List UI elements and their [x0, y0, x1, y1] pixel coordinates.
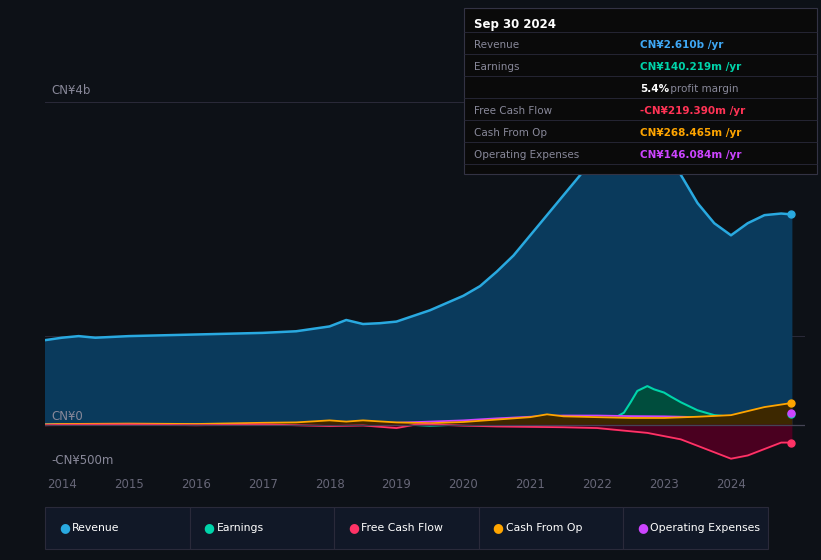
Text: Earnings: Earnings — [217, 522, 264, 533]
Text: Operating Expenses: Operating Expenses — [650, 522, 760, 533]
Text: CN¥4b: CN¥4b — [52, 85, 91, 97]
Text: Free Cash Flow: Free Cash Flow — [474, 106, 552, 116]
Text: CN¥140.219m /yr: CN¥140.219m /yr — [640, 62, 741, 72]
Text: ●: ● — [637, 521, 648, 534]
Text: Free Cash Flow: Free Cash Flow — [361, 522, 443, 533]
Text: Earnings: Earnings — [474, 62, 519, 72]
Text: Sep 30 2024: Sep 30 2024 — [474, 17, 556, 31]
Text: Cash From Op: Cash From Op — [474, 128, 547, 138]
Text: 5.4%: 5.4% — [640, 83, 669, 94]
Text: ●: ● — [493, 521, 503, 534]
Text: -CN¥219.390m /yr: -CN¥219.390m /yr — [640, 106, 745, 116]
Text: -CN¥500m: -CN¥500m — [52, 454, 114, 466]
Text: ●: ● — [204, 521, 214, 534]
Text: ●: ● — [59, 521, 70, 534]
Text: CN¥2.610b /yr: CN¥2.610b /yr — [640, 40, 724, 50]
Text: Cash From Op: Cash From Op — [506, 522, 582, 533]
Text: ●: ● — [348, 521, 359, 534]
Text: Operating Expenses: Operating Expenses — [474, 150, 579, 160]
Text: CN¥268.465m /yr: CN¥268.465m /yr — [640, 128, 741, 138]
Text: Revenue: Revenue — [474, 40, 519, 50]
Text: CN¥146.084m /yr: CN¥146.084m /yr — [640, 150, 742, 160]
Text: CN¥0: CN¥0 — [52, 410, 84, 423]
Text: profit margin: profit margin — [667, 83, 739, 94]
Text: Revenue: Revenue — [72, 522, 120, 533]
